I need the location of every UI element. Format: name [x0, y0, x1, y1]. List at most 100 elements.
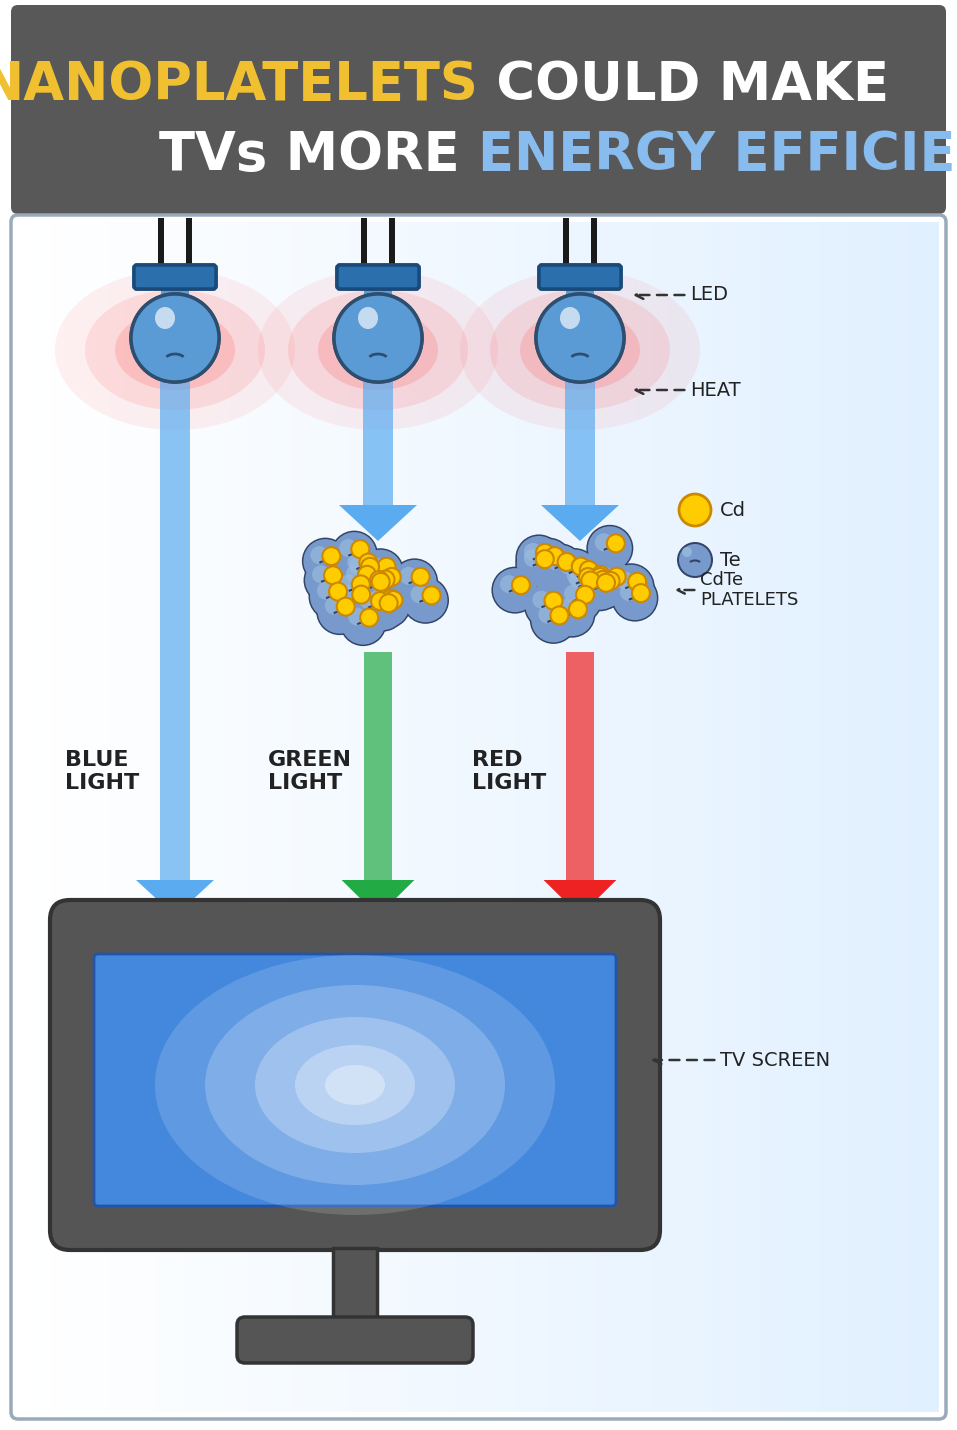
Circle shape	[360, 609, 378, 626]
Bar	[97, 222, 100, 1411]
Circle shape	[347, 552, 366, 571]
Circle shape	[536, 295, 624, 382]
Circle shape	[349, 562, 396, 609]
Circle shape	[551, 548, 598, 595]
Circle shape	[553, 549, 597, 593]
Bar	[336, 222, 341, 1411]
Bar	[280, 222, 285, 1411]
Circle shape	[620, 583, 638, 601]
Circle shape	[310, 575, 354, 619]
Bar	[902, 222, 907, 1411]
Circle shape	[340, 585, 358, 602]
Text: BLUE
LIGHT: BLUE LIGHT	[65, 749, 140, 794]
Bar	[501, 222, 506, 1411]
Circle shape	[359, 585, 406, 632]
Bar	[755, 222, 760, 1411]
Text: NANOPLATELETS: NANOPLATELETS	[0, 59, 478, 112]
Ellipse shape	[490, 290, 670, 410]
Bar	[156, 222, 161, 1411]
Bar	[639, 222, 644, 1411]
Circle shape	[353, 565, 397, 609]
Ellipse shape	[318, 310, 438, 390]
Circle shape	[582, 571, 600, 588]
Bar	[456, 222, 460, 1411]
Bar	[257, 222, 262, 1411]
Ellipse shape	[155, 307, 175, 329]
Bar	[563, 217, 569, 273]
Circle shape	[561, 553, 605, 598]
Circle shape	[377, 558, 395, 576]
FancyArrow shape	[339, 505, 417, 541]
Bar	[667, 222, 672, 1411]
Circle shape	[608, 568, 626, 586]
Bar	[585, 222, 589, 1411]
Bar	[791, 222, 796, 1411]
Circle shape	[545, 552, 564, 571]
Circle shape	[370, 566, 389, 585]
Ellipse shape	[205, 985, 505, 1185]
Bar	[713, 222, 718, 1411]
Text: RED
LIGHT: RED LIGHT	[472, 749, 546, 794]
Bar	[488, 222, 492, 1411]
Bar	[879, 222, 883, 1411]
Circle shape	[536, 543, 554, 562]
Bar	[580, 222, 585, 1411]
Circle shape	[560, 556, 578, 575]
Circle shape	[412, 568, 430, 586]
Circle shape	[589, 559, 633, 603]
Circle shape	[550, 606, 568, 625]
Bar	[524, 222, 529, 1411]
Circle shape	[579, 568, 597, 585]
Bar	[907, 222, 911, 1411]
Bar	[515, 222, 520, 1411]
Bar	[368, 222, 372, 1411]
Bar	[695, 222, 700, 1411]
Bar	[727, 222, 732, 1411]
Bar	[718, 222, 723, 1411]
Circle shape	[324, 596, 343, 615]
Bar	[27, 222, 32, 1411]
Circle shape	[316, 588, 364, 635]
Circle shape	[370, 589, 389, 606]
Bar	[382, 222, 387, 1411]
Bar	[865, 222, 870, 1411]
Bar	[423, 222, 428, 1411]
Circle shape	[595, 566, 613, 585]
Circle shape	[358, 566, 376, 583]
Ellipse shape	[155, 955, 555, 1216]
Bar	[801, 222, 806, 1411]
Bar	[147, 222, 151, 1411]
Ellipse shape	[85, 290, 265, 410]
Circle shape	[612, 576, 657, 621]
Circle shape	[550, 592, 594, 636]
Ellipse shape	[325, 1065, 385, 1105]
Bar	[547, 222, 552, 1411]
Ellipse shape	[255, 1017, 455, 1153]
Circle shape	[628, 573, 646, 591]
Bar	[649, 222, 654, 1411]
Bar	[681, 222, 686, 1411]
Bar	[857, 222, 860, 1411]
Circle shape	[402, 576, 449, 623]
Bar	[534, 222, 539, 1411]
Circle shape	[557, 599, 575, 618]
Circle shape	[569, 601, 587, 618]
Circle shape	[616, 572, 634, 589]
Circle shape	[585, 573, 603, 591]
Circle shape	[531, 598, 575, 642]
Circle shape	[536, 551, 554, 568]
Circle shape	[523, 582, 571, 629]
Circle shape	[334, 295, 422, 382]
Bar	[359, 222, 364, 1411]
Circle shape	[380, 593, 398, 612]
Circle shape	[301, 538, 349, 585]
Circle shape	[331, 531, 378, 578]
Circle shape	[545, 592, 563, 609]
FancyBboxPatch shape	[94, 954, 616, 1205]
Bar	[690, 222, 695, 1411]
Bar	[82, 222, 87, 1411]
Circle shape	[358, 562, 402, 606]
Circle shape	[492, 566, 539, 613]
Circle shape	[370, 571, 388, 589]
Circle shape	[362, 559, 410, 605]
